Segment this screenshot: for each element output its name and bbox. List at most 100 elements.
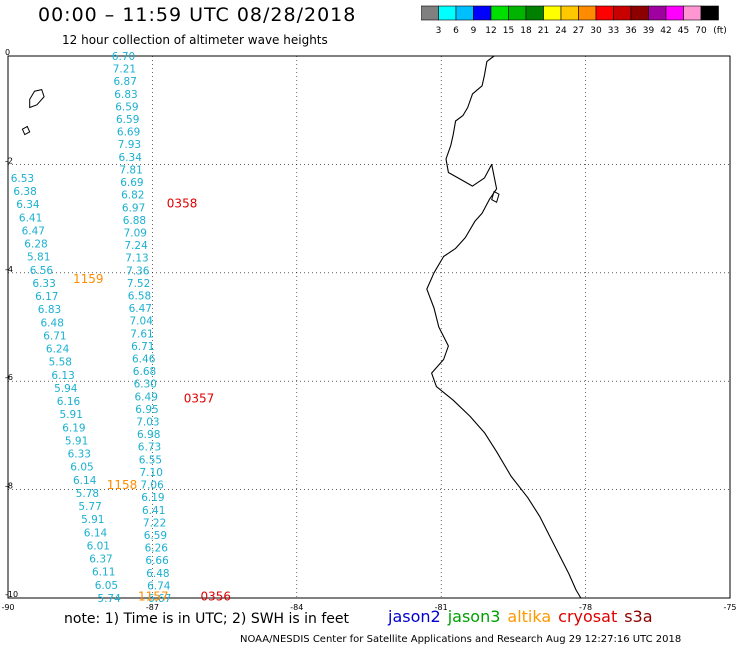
wave-height-value: 6.41 bbox=[142, 505, 165, 517]
wave-height-value: 6.26 bbox=[145, 543, 169, 555]
wave-height-value: 6.98 bbox=[137, 429, 160, 441]
y-tick-label: -10 bbox=[5, 590, 18, 599]
colorbar-label: 9 bbox=[471, 26, 477, 35]
colorbar-label: 42 bbox=[660, 26, 671, 35]
wave-height-value: 5.94 bbox=[54, 383, 78, 395]
wave-height-value: 7.13 bbox=[125, 253, 148, 265]
wave-height-value: 6.05 bbox=[95, 580, 118, 592]
wave-height-value: 7.10 bbox=[140, 467, 163, 479]
wave-height-value: 6.70 bbox=[112, 51, 135, 63]
wave-height-value: 7.21 bbox=[113, 64, 136, 76]
wave-height-value: 6.13 bbox=[51, 370, 74, 382]
wave-height-value: 6.14 bbox=[84, 527, 108, 539]
wave-height-value: 7.81 bbox=[119, 164, 142, 176]
colorbar-label: 21 bbox=[538, 26, 549, 35]
colorbar-label: 15 bbox=[503, 26, 514, 35]
wave-height-value: 7.36 bbox=[126, 265, 150, 277]
wave-height-value: 6.19 bbox=[141, 492, 164, 504]
wave-height-value: 6.38 bbox=[13, 186, 36, 198]
wave-height-value: 6.59 bbox=[115, 101, 138, 113]
wave-height-value: 5.81 bbox=[27, 252, 50, 264]
colorbar-label: 27 bbox=[573, 26, 584, 35]
wave-height-value: 6.33 bbox=[68, 449, 91, 461]
island-outline bbox=[21, 125, 31, 136]
pass-time-label: 0358 bbox=[167, 196, 198, 210]
wave-height-value: 5.91 bbox=[60, 409, 83, 421]
wave-height-value: 6.69 bbox=[120, 177, 143, 189]
wave-height-value: 5.78 bbox=[76, 488, 99, 500]
y-tick-label: -6 bbox=[5, 373, 13, 382]
wave-height-value: 6.87 bbox=[114, 76, 137, 88]
wave-height-value: 7.93 bbox=[118, 139, 141, 151]
wave-height-value: 6.47 bbox=[129, 303, 152, 315]
wave-height-value: 6.58 bbox=[128, 291, 151, 303]
colorbar-label: 45 bbox=[678, 26, 689, 35]
coastline bbox=[426, 55, 582, 599]
map-title: 00:00 – 11:59 UTC 08/28/2018 bbox=[38, 4, 357, 26]
wave-height-value: 7.04 bbox=[130, 316, 154, 328]
footnote: note: 1) Time is in UTC; 2) SWH is in fe… bbox=[64, 611, 350, 627]
wave-height-value: 6.28 bbox=[24, 239, 47, 251]
wave-height-value: 7.52 bbox=[127, 278, 150, 290]
wave-height-value: 6.05 bbox=[70, 462, 93, 474]
wave-height-value: 6.17 bbox=[35, 291, 58, 303]
x-tick-label: -90 bbox=[1, 603, 14, 612]
wave-height-value: 6.53 bbox=[11, 173, 34, 185]
wave-height-value: 5.91 bbox=[65, 436, 88, 448]
wave-height-value: 6.46 bbox=[132, 354, 156, 366]
wave-height-value: 6.16 bbox=[57, 396, 81, 408]
wave-height-value: 7.61 bbox=[130, 328, 153, 340]
satellite-legend-item: cryosat bbox=[558, 607, 618, 626]
colorbar-label: 6 bbox=[453, 26, 459, 35]
wave-height-value: 6.83 bbox=[114, 89, 137, 101]
colorbar-label: 24 bbox=[555, 26, 567, 35]
colorbar-swatch bbox=[700, 5, 719, 21]
wave-height-value: 6.66 bbox=[145, 555, 169, 567]
wave-height-value: 6.67 bbox=[148, 593, 171, 605]
y-tick-label: -4 bbox=[5, 265, 13, 274]
wave-height-value: 6.47 bbox=[22, 226, 45, 238]
wave-height-value: 6.56 bbox=[30, 265, 54, 277]
wave-height-value: 6.01 bbox=[87, 541, 110, 553]
colorbar-label: 39 bbox=[643, 26, 655, 35]
satellite-legend-item: jason2 bbox=[388, 607, 441, 626]
island-outline bbox=[491, 190, 500, 204]
wave-height-value: 6.11 bbox=[92, 567, 115, 579]
wave-height-value: 6.71 bbox=[43, 331, 66, 343]
x-tick-label: -81 bbox=[435, 603, 448, 612]
wave-height-colorbar: 3 6 9 12 15 18 21 24 27 30 33 36 39 42 45 70 (ft) bbox=[421, 5, 727, 35]
wave-height-value: 6.97 bbox=[122, 202, 145, 214]
wave-height-value: 7.22 bbox=[143, 517, 166, 529]
colorbar-label: 3 bbox=[436, 26, 442, 35]
pass-time-label: 0356 bbox=[201, 589, 232, 603]
wave-height-value: 6.83 bbox=[38, 304, 61, 316]
wave-height-value: 6.24 bbox=[46, 344, 70, 356]
wave-height-value: 6.59 bbox=[116, 114, 139, 126]
wave-height-value: 5.58 bbox=[49, 357, 72, 369]
x-tick-label: -87 bbox=[146, 603, 159, 612]
colorbar-label: 18 bbox=[520, 26, 532, 35]
wave-height-value: 7.09 bbox=[124, 228, 147, 240]
colorbar-unit: (ft) bbox=[713, 26, 727, 35]
map-subtitle: 12 hour collection of altimeter wave hei… bbox=[62, 33, 328, 47]
wave-height-value: 5.77 bbox=[78, 501, 101, 513]
pass-time-label: 1158 bbox=[107, 478, 138, 492]
wave-height-value: 6.55 bbox=[139, 454, 162, 466]
wave-height-value: 7.24 bbox=[124, 240, 148, 252]
wave-height-value: 6.74 bbox=[147, 580, 171, 592]
island-outline bbox=[29, 89, 45, 109]
wave-height-value: 6.48 bbox=[41, 317, 64, 329]
wave-height-value: 6.82 bbox=[121, 190, 144, 202]
colorbar-label: 30 bbox=[590, 26, 602, 35]
wave-height-value: 7.06 bbox=[140, 480, 164, 492]
colorbar-label: 36 bbox=[625, 26, 637, 35]
satellite-legend: jason2 jason3 altika cryosat s3a bbox=[388, 607, 660, 626]
pass-time-label: 0357 bbox=[184, 392, 215, 406]
wave-height-value: 6.69 bbox=[117, 127, 140, 139]
colorbar-label: 70 bbox=[695, 26, 707, 35]
wave-height-value: 7.03 bbox=[136, 417, 159, 429]
wave-height-value: 6.59 bbox=[144, 530, 167, 542]
wave-height-value: 6.88 bbox=[123, 215, 146, 227]
x-tick-label: -84 bbox=[290, 603, 303, 612]
